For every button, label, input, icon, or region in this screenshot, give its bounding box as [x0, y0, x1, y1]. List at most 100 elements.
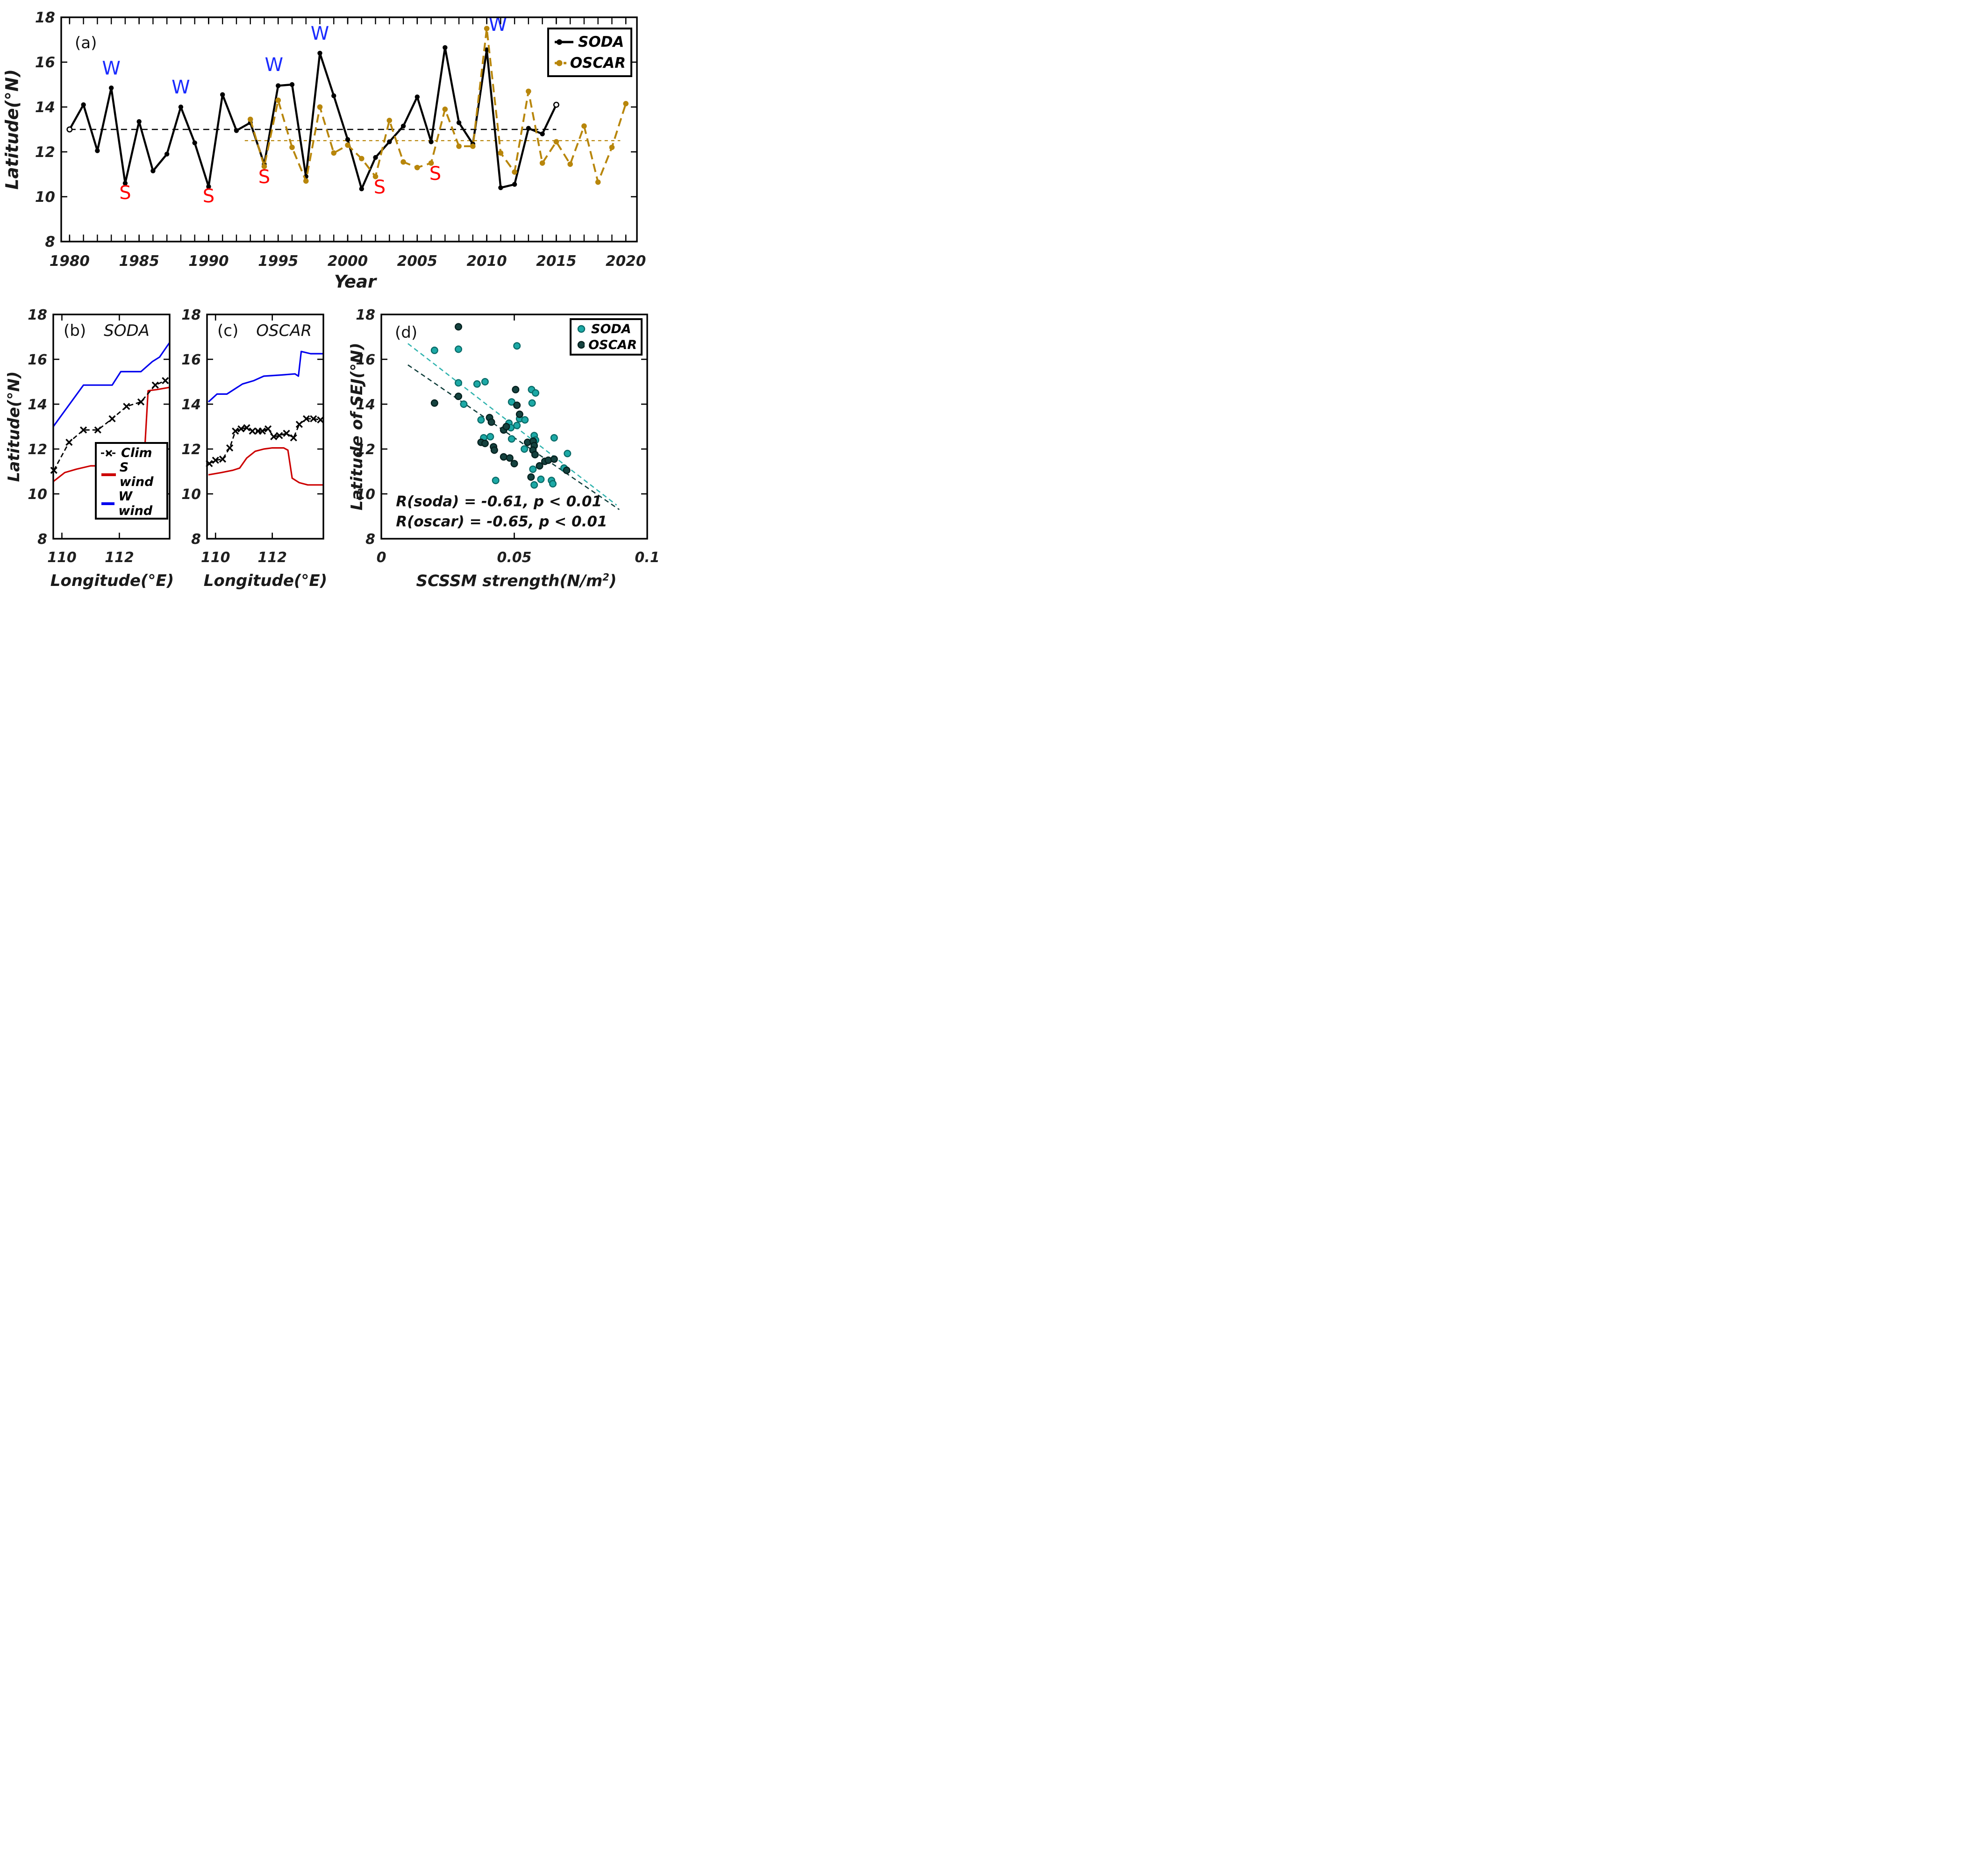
panel-a-box — [60, 16, 638, 243]
legend-b-entry-swind: S wind — [97, 460, 166, 489]
panel-a-xlabel: Year — [334, 271, 377, 292]
svg-text:14: 14 — [35, 99, 55, 116]
svg-text:110: 110 — [201, 549, 230, 566]
panel-c-xlabel: Longitude(°E) — [203, 571, 328, 590]
legend-panel-b: Clim S wind W wind — [95, 442, 168, 520]
annotation-S-2002.3: S — [374, 177, 386, 198]
svg-text:2010: 2010 — [466, 253, 507, 270]
stat-annotation: R(oscar) = -0.65, p < 0.01 — [396, 514, 607, 530]
svg-text:8: 8 — [45, 234, 55, 250]
svg-text:16: 16 — [35, 54, 55, 71]
annotation-S-1984: S — [119, 182, 131, 204]
svg-text:10: 10 — [28, 486, 47, 503]
svg-text:18: 18 — [356, 307, 375, 323]
s-wind-line-icon — [101, 473, 116, 476]
svg-text:16: 16 — [28, 352, 47, 368]
annotation-W-1998: W — [311, 23, 329, 44]
svg-text:14: 14 — [28, 397, 47, 413]
svg-text:12: 12 — [356, 442, 375, 458]
svg-text:10: 10 — [181, 486, 201, 503]
panel-b-label: (b) SODA — [64, 321, 150, 340]
panel-d-xlabel-main: SCSSM strength(N/m — [416, 571, 603, 591]
svg-text:2020: 2020 — [606, 253, 646, 270]
legend-b-clim-label: Clim — [121, 446, 152, 460]
svg-text:0.1: 0.1 — [635, 549, 659, 566]
annotation-S-2006.3: S — [429, 163, 441, 185]
panel-b-box — [52, 314, 171, 540]
clim-x-marker-icon — [101, 449, 117, 457]
legend-d-oscar-label: OSCAR — [588, 337, 637, 352]
series-b-w-wind — [52, 342, 171, 427]
svg-text:8: 8 — [191, 531, 201, 548]
svg-text:14: 14 — [356, 397, 375, 413]
annotation-W-1994.7: W — [265, 54, 284, 76]
svg-text:1990: 1990 — [188, 253, 229, 270]
legend-a-soda-label: SODA — [578, 33, 624, 50]
legend-d-soda-label: SODA — [591, 321, 631, 336]
svg-text:8: 8 — [365, 531, 375, 548]
svg-text:12: 12 — [28, 442, 47, 458]
series-a-oscar — [249, 28, 627, 183]
oscar-dot-icon — [577, 341, 585, 349]
series-c-s-wind — [208, 447, 323, 486]
annotation-W-1988: W — [172, 77, 190, 98]
panel-a-label: (a) — [75, 34, 97, 52]
legend-d-entry-oscar: OSCAR — [572, 338, 641, 352]
scatter-oscar — [430, 323, 571, 481]
svg-text:14: 14 — [181, 397, 201, 413]
soda-line-marker-icon — [555, 39, 573, 45]
scatter-soda — [430, 342, 572, 489]
panel-a-ylabel: Latitude(°N) — [2, 69, 22, 190]
panel-b-letter: (b) — [64, 321, 86, 340]
legend-a-oscar-label: OSCAR — [570, 54, 626, 71]
legend-b-entry-clim: Clim — [97, 446, 166, 460]
series-a-soda — [68, 46, 558, 190]
svg-text:0: 0 — [377, 549, 386, 566]
svg-text:2005: 2005 — [397, 253, 437, 270]
svg-text:8: 8 — [37, 531, 47, 548]
panel-b: 110 112 8 10 12 14 16 18 — [28, 307, 171, 566]
svg-text:16: 16 — [181, 352, 201, 368]
annotation-W-1983: W — [102, 57, 121, 79]
panel-c-box — [206, 314, 324, 540]
panel-d-xlabel-sup: 2 — [602, 571, 609, 583]
panel-d-xlabel-close: ) — [609, 571, 617, 591]
svg-text:16: 16 — [356, 352, 375, 368]
panel-b-ylabel: Latitude(°N) — [5, 371, 23, 482]
svg-text:0.05: 0.05 — [497, 549, 531, 566]
svg-text:10: 10 — [35, 189, 55, 206]
panel-d-ylabel: Latitude of SEJ(°N) — [348, 342, 366, 511]
svg-text:1985: 1985 — [119, 253, 159, 270]
panel-d-letter: (d) — [395, 323, 418, 342]
svg-text:18: 18 — [181, 307, 201, 323]
panel-c-letter: (c) — [217, 321, 239, 340]
figure-monsoon-sej: W W W W W S S S S S 1980 1985 1990 1995 2000 2005 2010 20… — [0, 0, 663, 626]
legend-a-entry-soda: SODA — [550, 34, 629, 50]
legend-panel-a: SODA OSCAR — [547, 28, 632, 77]
svg-text:18: 18 — [28, 307, 47, 323]
annotation-S-1990: S — [203, 185, 214, 207]
svg-text:110: 110 — [47, 549, 77, 566]
panel-b-xlabel: Longitude(°E) — [50, 571, 174, 590]
annotation-S-1994: S — [258, 166, 270, 188]
svg-text:1980: 1980 — [50, 253, 90, 270]
svg-text:12: 12 — [181, 442, 201, 458]
series-c-w-wind — [207, 350, 323, 403]
panel-c: 110 112 8 10 12 14 16 18 — [181, 307, 324, 566]
trend-soda-fit — [407, 343, 617, 506]
svg-text:112: 112 — [257, 549, 287, 566]
panel-d-xlabel: SCSSM strength(N/m2) — [416, 571, 616, 590]
svg-text:12: 12 — [35, 144, 55, 161]
stat-annotation: R(soda) = -0.61, p < 0.01 — [396, 493, 602, 510]
legend-a-entry-oscar: OSCAR — [550, 55, 629, 71]
svg-text:2015: 2015 — [536, 253, 576, 270]
panel-d: R(soda) = -0.61, p < 0.01 R(oscar) = -0.6… — [356, 307, 659, 566]
svg-text:2000: 2000 — [328, 253, 368, 270]
svg-text:112: 112 — [105, 549, 134, 566]
panel-c-label: (c) OSCAR — [217, 321, 312, 340]
w-wind-line-icon — [101, 502, 115, 505]
legend-d-entry-soda: SODA — [572, 322, 641, 336]
legend-b-wwind-label: W wind — [118, 489, 153, 518]
